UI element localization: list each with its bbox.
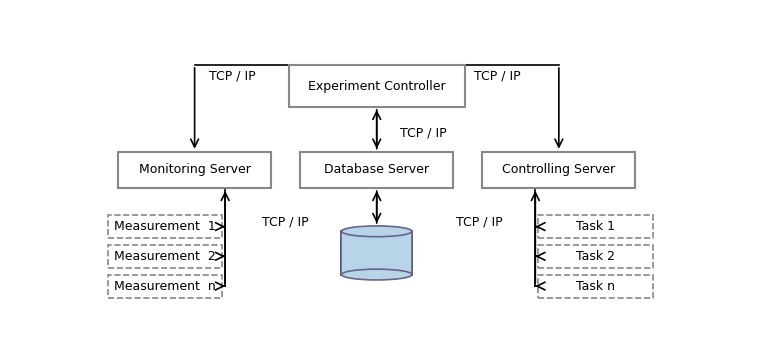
FancyBboxPatch shape: [538, 215, 653, 238]
Text: Experiment Controller: Experiment Controller: [308, 80, 446, 93]
FancyBboxPatch shape: [118, 152, 271, 188]
Text: TCP / IP: TCP / IP: [262, 216, 309, 229]
Text: Task n: Task n: [576, 279, 615, 292]
FancyBboxPatch shape: [300, 152, 453, 188]
FancyBboxPatch shape: [341, 231, 412, 274]
Text: Task 2: Task 2: [576, 250, 615, 263]
Text: Monitoring Server: Monitoring Server: [139, 163, 251, 176]
FancyBboxPatch shape: [538, 274, 653, 298]
Ellipse shape: [341, 226, 412, 237]
Text: TCP / IP: TCP / IP: [400, 126, 447, 139]
Text: Measurement  2: Measurement 2: [114, 250, 216, 263]
FancyBboxPatch shape: [108, 245, 222, 268]
Text: Controlling Server: Controlling Server: [503, 163, 615, 176]
Text: TCP / IP: TCP / IP: [456, 216, 503, 229]
FancyBboxPatch shape: [108, 274, 222, 298]
FancyBboxPatch shape: [108, 215, 222, 238]
Ellipse shape: [341, 269, 412, 280]
FancyBboxPatch shape: [289, 65, 465, 107]
Text: Database Server: Database Server: [324, 163, 429, 176]
Text: TCP / IP: TCP / IP: [474, 69, 521, 82]
Text: TCP / IP: TCP / IP: [209, 69, 256, 82]
Text: Measurement  1: Measurement 1: [114, 220, 216, 233]
FancyBboxPatch shape: [483, 152, 635, 188]
Text: Task 1: Task 1: [576, 220, 615, 233]
FancyBboxPatch shape: [538, 245, 653, 268]
Text: Measurement  n: Measurement n: [114, 279, 216, 292]
